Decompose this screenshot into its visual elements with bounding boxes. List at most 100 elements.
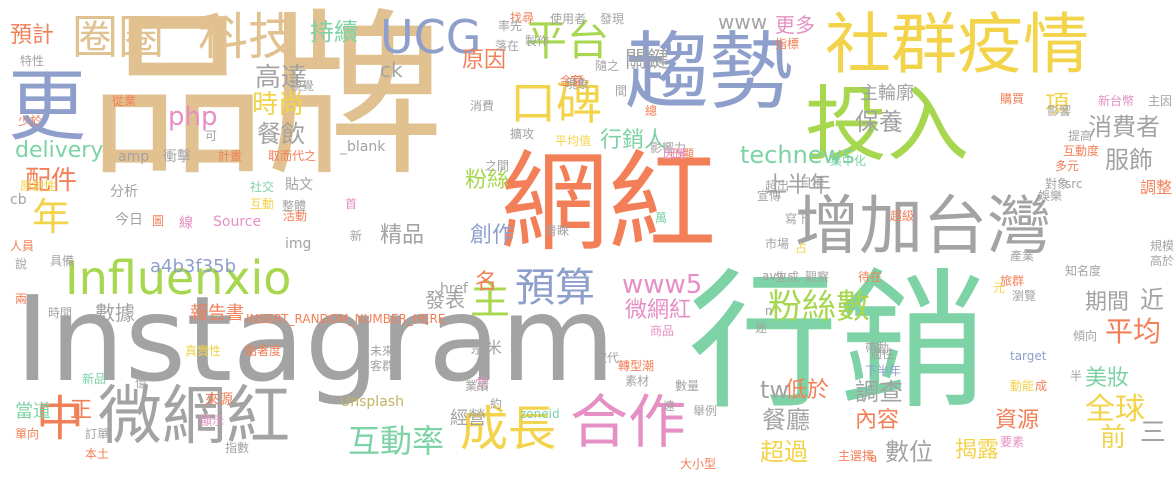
word-105: 訂單 <box>85 427 110 441</box>
word-zoneid: zoneid <box>520 407 560 421</box>
word-197: 超級 <box>890 209 915 223</box>
word-152: 占 <box>795 241 808 255</box>
word-73: 來源 <box>205 392 233 408</box>
word-9: 微網紅 <box>98 380 290 454</box>
word-83: 特性 <box>20 54 45 68</box>
word-avw: avw <box>762 269 787 283</box>
word-155: 宣傳 <box>757 189 782 203</box>
word-196: 之間 <box>485 159 510 173</box>
word-43: 服飾 <box>1105 146 1153 174</box>
word-src: src <box>1065 177 1083 191</box>
word-16: 預算 <box>515 265 595 311</box>
word-156: 青睞 <box>545 224 570 238</box>
word-delivery: delivery <box>15 138 104 163</box>
word-30: 平均 <box>1105 315 1162 348</box>
word-influenxio: Influenxio <box>65 251 292 305</box>
word-94: 取而代之 <box>268 149 317 163</box>
word-165: 指標 <box>775 37 800 51</box>
word-145: 瀏覽 <box>1012 289 1037 303</box>
word-141: 高於 <box>1150 254 1175 268</box>
word-171: 現象 <box>565 77 590 91</box>
word-img: img <box>285 236 312 252</box>
word-181: 遠 <box>663 399 676 413</box>
word-130: 新台幣 <box>1098 94 1135 108</box>
word-129: 成 <box>1035 379 1048 393</box>
word-ucg: UCG <box>380 10 482 64</box>
word-71: 正 <box>70 398 93 423</box>
word-50: 預計 <box>10 23 55 48</box>
word-target: target <box>1010 349 1047 363</box>
word-120: 數量 <box>675 379 700 393</box>
word-126: 傾向 <box>1073 329 1098 343</box>
word-157: 集中化 <box>830 154 867 168</box>
word-121: 舉例 <box>693 404 718 418</box>
word-42: 消費者 <box>1088 113 1160 141</box>
word-21: 粉絲數 <box>768 287 870 327</box>
word-109: 點著度 <box>245 344 282 358</box>
word-91: 線 <box>177 215 193 229</box>
word-116: 下半年 <box>865 364 902 378</box>
word-175: 影響力 <box>650 141 687 155</box>
word-15: 口碑 <box>510 76 602 130</box>
word-65: 美妝 <box>1085 366 1130 391</box>
word-177: 要素 <box>1000 435 1025 449</box>
word-108: 真實性 <box>185 344 222 358</box>
word-14: 平台 <box>525 16 610 65</box>
word-93: 衝擊 <box>163 149 191 165</box>
word-192: 新 <box>350 229 363 243</box>
word-184: 兩 <box>15 292 28 306</box>
word-64: 三 <box>1140 418 1167 448</box>
word-139: 娛樂 <box>1038 189 1063 203</box>
word-186: 人員 <box>10 239 35 253</box>
word-140: 規模 <box>1150 239 1175 253</box>
word-1: 行銷 <box>688 256 989 430</box>
word-169: 金額 <box>560 74 585 88</box>
word-88: 互動 <box>250 197 275 211</box>
word-153: 寫下 <box>785 212 810 226</box>
word-97: 首 <box>345 197 358 211</box>
word-62: 資源 <box>995 408 1040 433</box>
word-66: 近 <box>1140 286 1164 314</box>
word-176: 因應 <box>663 147 688 161</box>
word-href: href <box>440 281 468 297</box>
word-20: 主 <box>470 277 510 323</box>
word-61: 揭露 <box>955 438 1000 463</box>
word-96: 整體 <box>282 199 307 213</box>
word-45: 粉絲 <box>465 168 510 193</box>
word-23: 互動率 <box>348 422 445 460</box>
word-35: 時尚 <box>252 90 305 120</box>
word-8: 更 <box>8 62 87 152</box>
word-110: 未來 <box>370 344 395 358</box>
word-38: 餐飲 <box>257 120 305 148</box>
word-69: 名 <box>475 270 498 295</box>
word-123: 過往 <box>870 347 895 361</box>
word-189: 時間 <box>48 306 73 320</box>
word-40: 主輪廓 <box>860 83 914 104</box>
word-ck: ck <box>380 58 403 82</box>
word-173: 擴攻 <box>510 127 535 141</box>
word-a4b3f35b: a4b3f35b <box>150 256 237 277</box>
word-33: 創作 <box>470 223 515 248</box>
word-0: 品牌 <box>88 0 444 200</box>
word-72: 當道 <box>15 401 51 422</box>
word-www: www <box>718 10 768 34</box>
word-10: 合作 <box>570 388 687 456</box>
word-114: 約 <box>490 397 503 411</box>
word-179: 主選擇 <box>838 449 875 463</box>
word-44: 上半年 <box>765 173 832 198</box>
word-source: Source <box>213 214 262 230</box>
word-185: 說 <box>15 257 28 271</box>
word-47: 原因 <box>462 48 507 73</box>
word-174: 平均值 <box>555 134 592 148</box>
word-46: 關鍵 <box>625 48 670 73</box>
word-111: 客群 <box>370 359 395 373</box>
word-180: 大小型 <box>680 457 717 471</box>
word-119: 取代 <box>595 351 620 365</box>
word-151: 市場 <box>765 237 790 251</box>
word-a: a <box>870 451 878 465</box>
word-182: 轉型潮 <box>618 359 655 373</box>
word-118: 素材 <box>625 374 650 388</box>
word-162: 率先 <box>498 19 523 33</box>
word-163: 使用者 <box>550 12 587 26</box>
word-106: 單向 <box>15 427 40 441</box>
